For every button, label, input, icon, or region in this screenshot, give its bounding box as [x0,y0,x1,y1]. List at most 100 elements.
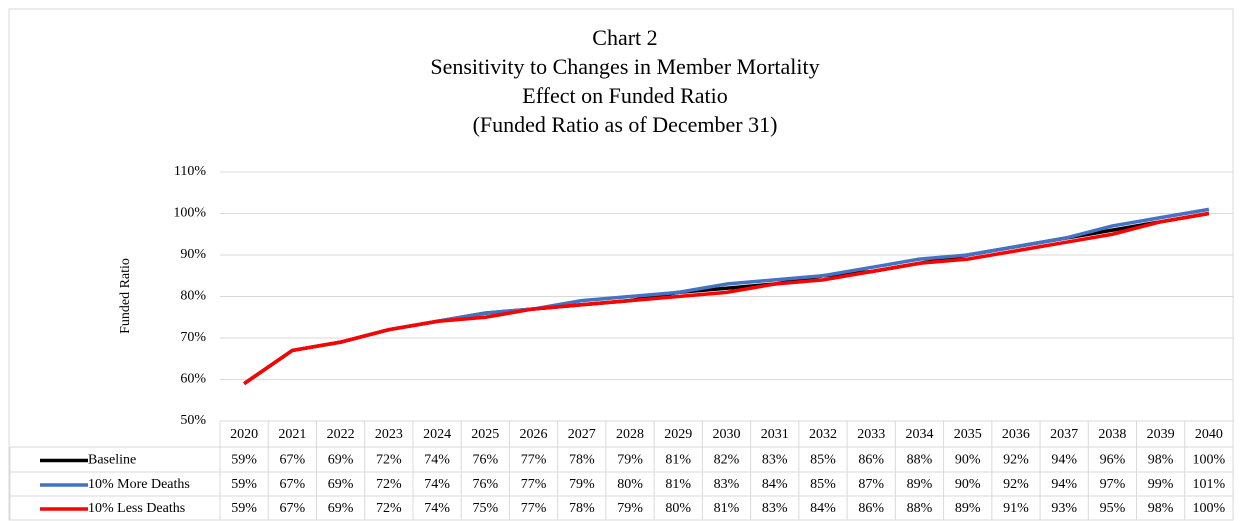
table-value: 79% [617,453,643,468]
x-tick-label: 2029 [664,427,692,442]
x-tick-label: 2035 [954,427,982,442]
table-value: 74% [424,453,450,468]
table-value: 69% [328,501,354,516]
table-value: 86% [858,453,884,468]
table-value: 78% [569,453,595,468]
table-value: 76% [472,453,498,468]
table-value: 83% [714,477,740,492]
table-value: 97% [1100,477,1126,492]
table-value: 84% [810,501,836,516]
table-value: 101% [1193,477,1226,492]
table-value: 87% [858,477,884,492]
x-tick-label: 2037 [1050,427,1078,442]
table-value: 80% [665,501,691,516]
table-value: 98% [1148,453,1174,468]
table-value: 76% [472,477,498,492]
table-value: 78% [569,501,595,516]
series-line [243,211,1210,386]
table-value: 94% [1051,477,1077,492]
x-tick-label: 2025 [471,427,499,442]
table-value: 86% [858,501,884,516]
table-value: 69% [328,477,354,492]
x-tick-label: 2027 [568,427,596,442]
table-value: 92% [1003,477,1029,492]
y-axis-label: Funded Ratio [118,258,133,334]
table-value: 96% [1100,453,1126,468]
legend-label: Baseline [88,453,136,468]
x-tick-label: 2034 [905,427,933,442]
x-tick-label: 2039 [1147,427,1175,442]
table-value: 98% [1148,501,1174,516]
table-value: 83% [762,453,788,468]
table-value: 88% [907,501,933,516]
y-tick-label: 110% [174,164,206,179]
table-value: 69% [328,453,354,468]
table-value: 100% [1193,501,1226,516]
x-tick-label: 2040 [1195,427,1223,442]
legend-label: 10% Less Deaths [88,501,185,516]
table-value: 89% [955,501,981,516]
table-value: 81% [665,453,691,468]
table-value: 84% [762,477,788,492]
legend-label: 10% More Deaths [88,477,190,492]
table-value: 59% [231,477,257,492]
table-value: 67% [280,501,306,516]
table-value: 93% [1051,501,1077,516]
chart-title: (Funded Ratio as of December 31) [473,112,778,137]
y-tick-label: 70% [180,330,206,345]
table-value: 79% [569,477,595,492]
table-value: 80% [617,477,643,492]
chart-title: Sensitivity to Changes in Member Mortali… [430,54,819,79]
x-tick-label: 2028 [616,427,644,442]
x-tick-label: 2022 [327,427,355,442]
table-value: 90% [955,477,981,492]
table-value: 67% [280,453,306,468]
table-value: 77% [521,501,547,516]
y-tick-label: 50% [180,413,206,428]
chart-title: Chart 2 [592,25,657,50]
table-value: 59% [231,453,257,468]
table-value: 82% [714,453,740,468]
x-tick-label: 2030 [713,427,741,442]
x-tick-label: 2032 [809,427,837,442]
table-value: 95% [1100,501,1126,516]
x-tick-label: 2031 [761,427,789,442]
table-value: 75% [472,501,498,516]
table-value: 83% [762,501,788,516]
x-tick-label: 2024 [423,427,451,442]
table-value: 77% [521,477,547,492]
table-value: 77% [521,453,547,468]
x-tick-label: 2033 [857,427,885,442]
table-value: 74% [424,501,450,516]
table-value: 81% [665,477,691,492]
table-value: 59% [231,501,257,516]
y-tick-label: 90% [180,247,206,262]
x-tick-label: 2038 [1098,427,1126,442]
table-value: 74% [424,477,450,492]
table-value: 94% [1051,453,1077,468]
x-tick-label: 2021 [278,427,306,442]
table-value: 89% [907,477,933,492]
table-value: 92% [1003,453,1029,468]
table-value: 72% [376,477,402,492]
table-value: 81% [714,501,740,516]
x-tick-label: 2023 [375,427,403,442]
chart-border [8,8,1234,521]
chart-title: Effect on Funded Ratio [522,83,728,108]
table-value: 72% [376,501,402,516]
table-value: 91% [1003,501,1029,516]
table-value: 67% [280,477,306,492]
table-value: 99% [1148,477,1174,492]
x-tick-label: 2026 [520,427,548,442]
x-tick-label: 2036 [1002,427,1030,442]
table-value: 72% [376,453,402,468]
x-tick-label: 2020 [230,427,258,442]
table-value: 85% [810,477,836,492]
y-tick-label: 80% [180,289,206,304]
table-value: 85% [810,453,836,468]
table-value: 79% [617,501,643,516]
y-tick-label: 60% [180,372,206,387]
table-value: 88% [907,453,933,468]
y-tick-label: 100% [173,206,206,221]
